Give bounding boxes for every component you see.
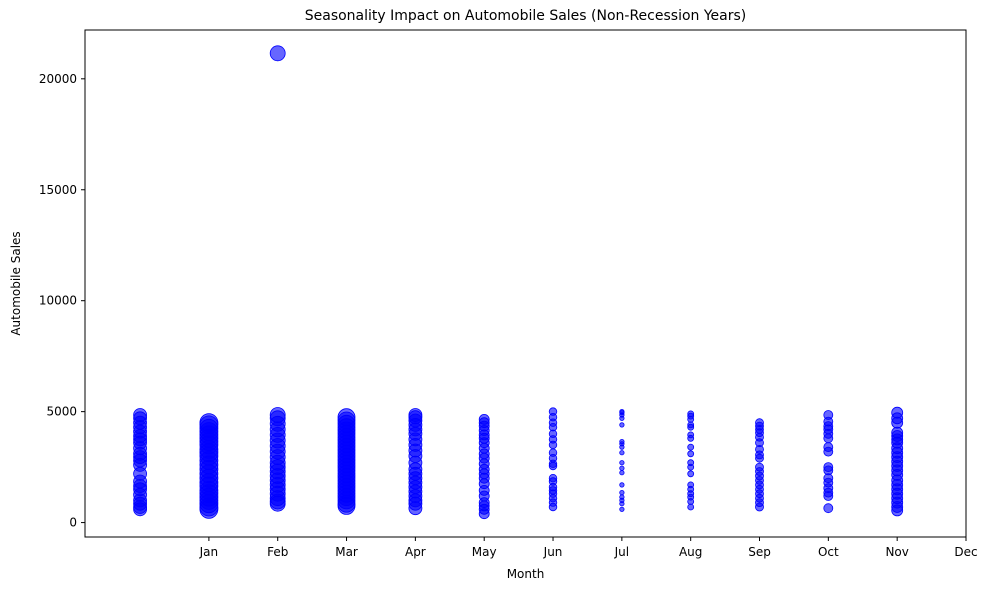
data-point bbox=[619, 506, 625, 512]
y-tick-label: 5000 bbox=[46, 405, 77, 419]
data-point bbox=[619, 501, 625, 507]
y-tick-label: 20000 bbox=[39, 72, 77, 86]
data-point bbox=[823, 491, 834, 501]
x-tick-label: May bbox=[472, 545, 497, 559]
data-point bbox=[687, 463, 695, 471]
x-tick-label: Oct bbox=[818, 545, 839, 559]
data-point bbox=[548, 461, 558, 471]
data-points bbox=[133, 45, 904, 520]
data-point bbox=[891, 416, 904, 429]
data-point bbox=[548, 440, 558, 450]
data-point bbox=[755, 502, 764, 512]
data-point bbox=[619, 444, 625, 450]
data-point bbox=[619, 450, 625, 456]
data-point bbox=[619, 415, 625, 421]
data-point bbox=[269, 45, 286, 62]
data-point bbox=[823, 503, 834, 514]
data-point bbox=[687, 503, 695, 511]
x-tick-label: Nov bbox=[885, 545, 908, 559]
data-point bbox=[891, 504, 904, 517]
data-point bbox=[619, 460, 625, 466]
data-point bbox=[548, 502, 558, 512]
x-tick-label: Feb bbox=[267, 545, 288, 559]
x-tick-label: Jan bbox=[199, 545, 219, 559]
y-tick-label: 0 bbox=[69, 516, 77, 530]
data-point bbox=[687, 434, 695, 442]
data-point bbox=[408, 501, 423, 516]
data-point bbox=[619, 422, 625, 428]
data-point bbox=[687, 443, 695, 451]
data-point bbox=[619, 470, 625, 476]
data-point bbox=[687, 450, 695, 458]
plot-area-frame bbox=[84, 29, 967, 538]
x-tick-label: Aug bbox=[679, 545, 702, 559]
data-point bbox=[687, 470, 695, 478]
y-axis-title: Automobile Sales bbox=[9, 231, 23, 335]
data-point bbox=[269, 495, 286, 512]
data-point bbox=[619, 465, 625, 471]
x-axis-title: Month bbox=[507, 567, 545, 581]
data-point bbox=[823, 446, 834, 457]
x-tick-label: Dec bbox=[954, 545, 977, 559]
data-point bbox=[823, 433, 834, 444]
chart-title: Seasonality Impact on Automobile Sales (… bbox=[305, 8, 747, 24]
data-point bbox=[755, 453, 764, 463]
x-tick-label: Mar bbox=[335, 545, 358, 559]
y-tick-label: 15000 bbox=[39, 183, 77, 197]
data-point bbox=[337, 496, 356, 515]
y-tick-label: 10000 bbox=[39, 294, 77, 308]
x-tick-label: Sep bbox=[748, 545, 771, 559]
x-axis-ticks: Jan Feb Mar Apr May Jun Jul Aug Sep Oct Nov Dec bbox=[199, 537, 978, 559]
y-axis-ticks: 0 5000 10000 15000 20000 bbox=[39, 72, 85, 530]
data-point bbox=[133, 502, 148, 517]
data-point bbox=[687, 423, 695, 431]
x-tick-label: Jul bbox=[614, 545, 629, 559]
data-point bbox=[199, 499, 219, 519]
data-point bbox=[619, 489, 625, 496]
x-tick-label: Jun bbox=[543, 545, 563, 559]
data-point bbox=[478, 508, 490, 520]
x-tick-label: Apr bbox=[405, 545, 426, 559]
data-point bbox=[619, 482, 625, 488]
